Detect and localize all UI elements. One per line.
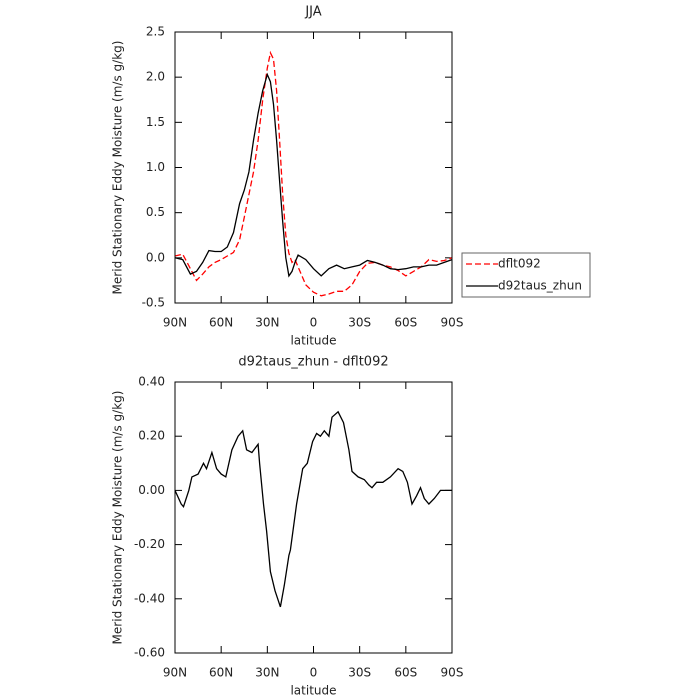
legend-label: d92taus_zhun	[498, 279, 582, 293]
x-tick-label: 30N	[255, 666, 279, 680]
x-tick-label: 30S	[348, 666, 371, 680]
chart-title: JJA	[304, 5, 321, 20]
x-tick-label: 60S	[394, 316, 417, 330]
x-tick-label: 90N	[163, 316, 187, 330]
data-line	[174, 410, 452, 608]
x-tick-label: 0	[310, 666, 318, 680]
chart-title: d92taus_zhun - dflt092	[238, 355, 388, 370]
plot-frame	[174, 31, 453, 304]
y-tick-label: 0.40	[138, 375, 165, 389]
y-tick-label: 1.5	[146, 115, 165, 129]
x-tick-label: 60S	[394, 666, 417, 680]
x-axis-label: latitude	[290, 684, 336, 698]
x-tick-label: 0	[310, 316, 318, 330]
y-tick-label: -0.20	[134, 537, 165, 551]
x-tick-label: 30N	[255, 316, 279, 330]
y-axis-label: Merid Stationary Eddy Moisture (m/s g/kg…	[111, 41, 125, 295]
x-tick-label: 90S	[441, 316, 464, 330]
y-tick-label: 0.5	[146, 205, 165, 219]
x-tick-label: 90S	[441, 666, 464, 680]
x-tick-label: 60N	[209, 666, 233, 680]
plot-frame	[174, 381, 453, 654]
y-tick-label: -0.40	[134, 591, 165, 605]
legend-box	[461, 252, 591, 298]
x-axis-label: latitude	[290, 334, 336, 348]
y-tick-label: 0.00	[138, 483, 165, 497]
y-tick-label: -0.5	[142, 296, 165, 310]
data-line	[174, 50, 453, 297]
y-tick-label: 0.20	[138, 429, 165, 443]
x-tick-label: 60N	[209, 316, 233, 330]
y-tick-label: 2.5	[146, 25, 165, 39]
x-tick-label: 30S	[348, 316, 371, 330]
y-tick-label: 0.0	[146, 250, 165, 264]
x-tick-label: 90N	[163, 666, 187, 680]
y-tick-label: -0.60	[134, 646, 165, 660]
y-tick-label: 2.0	[146, 70, 165, 84]
y-tick-label: 1.0	[146, 160, 165, 174]
legend-label: dflt092	[498, 257, 541, 271]
y-axis-label: Merid Stationary Eddy Moisture (m/s g/kg…	[111, 391, 125, 645]
data-line	[174, 72, 453, 278]
